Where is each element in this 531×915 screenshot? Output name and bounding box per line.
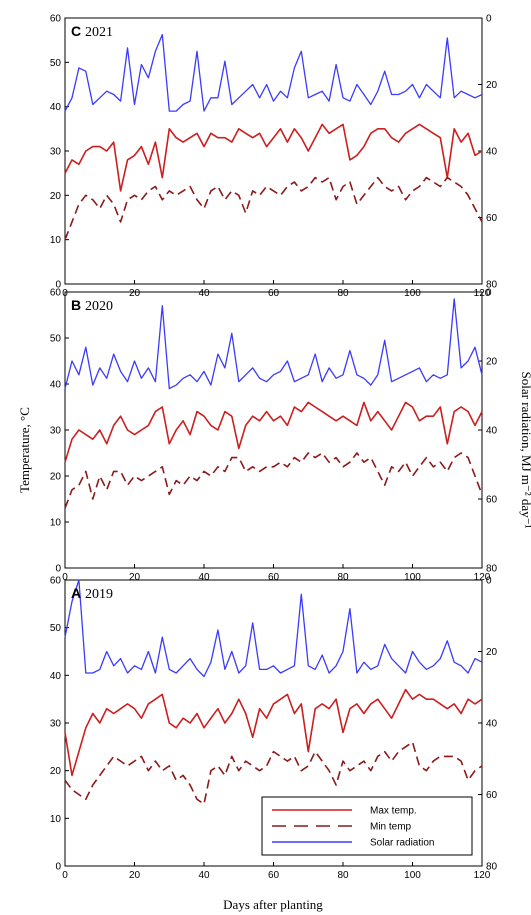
legend-box (261, 796, 473, 856)
series-min-temp-line (64, 741, 483, 805)
x-tick-label: 20 (129, 870, 141, 881)
y-right-tick-label: 60 (486, 213, 498, 224)
y-left-tick-label: 20 (50, 472, 62, 483)
panel-letter: A (71, 585, 81, 601)
y-left-tick-label: 30 (50, 426, 62, 437)
x-tick-label: 80 (337, 288, 349, 299)
y-right-tick-label: 20 (486, 647, 498, 658)
x-tick-label: 120 (474, 572, 491, 583)
y-left-tick-label: 40 (50, 671, 62, 682)
panel-year: 2021 (85, 25, 113, 40)
series-solar-radiation-line (64, 33, 483, 112)
panel-letter: C (71, 23, 81, 39)
legend: Max temp. Min temp Solar radiation (261, 796, 473, 856)
x-axis-title: Days after planting (223, 897, 323, 912)
y-left-tick-label: 10 (50, 235, 62, 246)
y-right-tick-label: 80 (486, 862, 498, 873)
y-left-tick-label: 20 (50, 191, 62, 202)
panel-year: 2019 (85, 587, 113, 602)
y-left-tick-label: 0 (55, 564, 61, 575)
y-left-tick-label: 20 (50, 766, 62, 777)
y-left-tick-label: 50 (50, 334, 62, 345)
y-left-tick-label: 10 (50, 518, 62, 529)
y-right-tick-label: 40 (486, 719, 498, 730)
y-left-tick-label: 50 (50, 623, 62, 634)
y-left-tick-label: 40 (50, 380, 62, 391)
y-left-tick-label: 40 (50, 102, 62, 113)
x-tick-label: 100 (404, 288, 421, 299)
y-left-tick-label: 10 (50, 814, 62, 825)
x-tick-label: 20 (129, 288, 141, 299)
y-left-tick-label: 60 (50, 576, 62, 587)
y-left-tick-label: 30 (50, 719, 62, 730)
y-right-tick-label: 40 (486, 426, 498, 437)
legend-label: Min temp (370, 822, 412, 833)
y-right-tick-label: 0 (486, 14, 492, 25)
y-left-tick-label: 50 (50, 58, 62, 69)
x-tick-label: 40 (198, 572, 210, 583)
y-left-tick-label: 30 (50, 147, 62, 158)
series-solar-radiation-line (64, 298, 483, 390)
series-min-temp-line (64, 176, 483, 240)
legend-label: Solar radiation (370, 838, 434, 849)
series-solar-radiation-line (64, 579, 483, 678)
x-tick-label: 20 (129, 572, 141, 583)
y-left-tick-label: 60 (50, 288, 62, 299)
x-tick-label: 40 (198, 870, 210, 881)
x-tick-label: 0 (62, 870, 68, 881)
series-max-temp-line (64, 123, 483, 192)
series-max-temp-line (64, 401, 483, 463)
x-tick-label: 100 (404, 870, 421, 881)
plot-frame (64, 17, 483, 285)
y-left-tick-label: 0 (55, 280, 61, 291)
y-left-tick-label: 60 (50, 14, 62, 25)
x-tick-label: 100 (404, 572, 421, 583)
y-axis-left-title: Temperature, °C (17, 407, 32, 493)
series-max-temp-line (64, 688, 483, 777)
y-right-tick-label: 80 (486, 564, 498, 575)
panel-letter: B (71, 297, 81, 313)
y-right-tick-label: 80 (486, 280, 498, 291)
y-left-tick-label: 0 (55, 862, 61, 873)
y-right-tick-label: 0 (486, 576, 492, 587)
panel-a: 0 10 20 30 40 50 60 0 20 40 60 80 0 20 40 60 80 100 120 A 20… (50, 576, 498, 882)
x-tick-label: 60 (268, 870, 280, 881)
panel-year: 2020 (85, 299, 113, 314)
y-axis-right-title: Solar radiation, MJ m⁻² day⁻¹ (519, 372, 531, 529)
y-right-tick-label: 40 (486, 147, 498, 158)
x-tick-label: 40 (198, 288, 210, 299)
y-right-tick-label: 20 (486, 80, 498, 91)
y-right-tick-label: 20 (486, 357, 498, 368)
y-right-tick-label: 60 (486, 495, 498, 506)
y-right-tick-label: 60 (486, 790, 498, 801)
x-tick-label: 80 (337, 870, 349, 881)
series-min-temp-line (64, 452, 483, 509)
y-right-tick-label: 0 (486, 288, 492, 299)
x-tick-label: 80 (337, 572, 349, 583)
x-tick-label: 60 (268, 572, 280, 583)
x-tick-label: 0 (62, 572, 68, 583)
legend-label: Max temp. (370, 806, 417, 817)
x-tick-label: 60 (268, 288, 280, 299)
x-tick-label: 120 (474, 870, 491, 881)
